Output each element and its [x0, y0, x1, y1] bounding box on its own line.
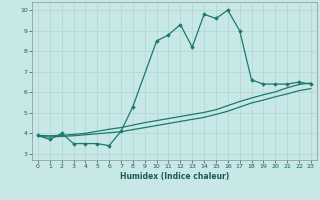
X-axis label: Humidex (Indice chaleur): Humidex (Indice chaleur): [120, 172, 229, 181]
